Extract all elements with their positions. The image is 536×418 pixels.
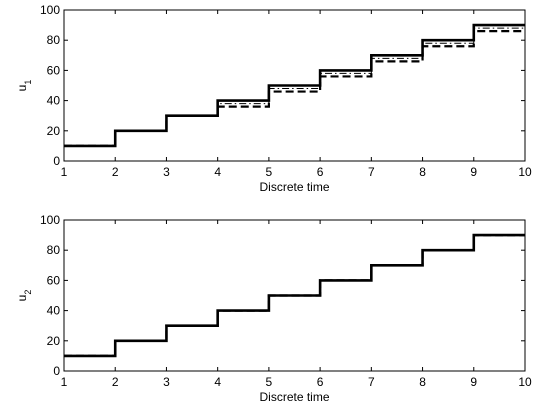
axes-box [63,9,526,162]
x-tick-label: 2 [112,375,119,389]
x-tick-label: 6 [317,165,324,179]
x-tick-label: 1 [61,165,68,179]
y-tick-label: 80 [47,33,61,47]
y-axis-label: u1 [15,80,33,92]
y-tick-label: 20 [47,334,61,348]
x-tick-label: 3 [163,375,170,389]
x-tick-label: 5 [266,375,273,389]
x-tick-label: 4 [214,165,221,179]
x-tick-label: 5 [266,165,273,179]
y-tick-label: 40 [47,304,61,318]
y-tick-label: 40 [47,94,61,108]
x-tick-label: 9 [470,375,477,389]
x-tick-label: 8 [419,165,426,179]
y-tick-label: 0 [53,154,60,168]
x-tick-label: 1 [61,375,68,389]
series-dashed-line [64,30,525,147]
x-tick-label: 2 [112,165,119,179]
x-tick-label: 10 [518,375,532,389]
x-tick-label: 3 [163,165,170,179]
x-tick-label: 6 [317,375,324,389]
x-tick-label: 4 [214,375,221,389]
axes-box [63,219,526,372]
y-tick-label: 60 [47,273,61,287]
y-tick-label: 80 [47,243,61,257]
y-tick-label: 0 [53,364,60,378]
y-tick-label: 20 [47,124,61,138]
x-axis-label: Discrete time [259,180,329,194]
x-tick-label: 7 [368,375,375,389]
x-tick-label: 10 [518,165,532,179]
y-axis-label: u2 [15,290,33,302]
x-tick-label: 8 [419,375,426,389]
x-tick-label: 9 [470,165,477,179]
series-dashdot-line [64,27,525,147]
series-solid-line [64,233,525,358]
y-tick-label: 100 [40,3,60,17]
series-solid-line [64,23,525,148]
x-axis-label: Discrete time [259,390,329,404]
y-tick-label: 60 [47,63,61,77]
x-tick-label: 7 [368,165,375,179]
y-tick-label: 100 [40,213,60,227]
